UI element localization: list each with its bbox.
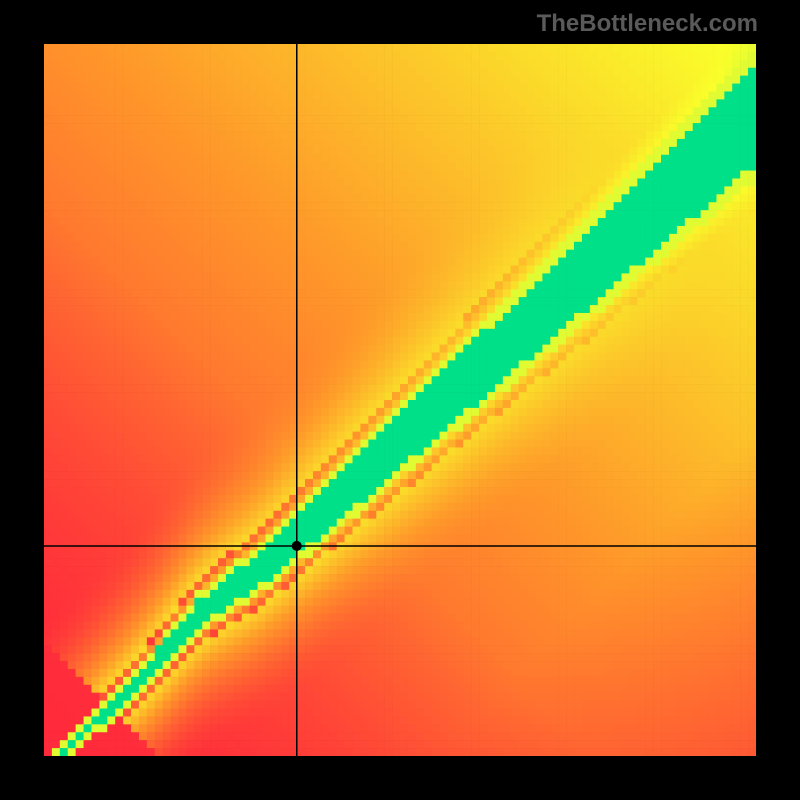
watermark-text: TheBottleneck.com (537, 10, 758, 38)
bottleneck-heatmap (44, 44, 756, 756)
chart-container (44, 44, 756, 756)
